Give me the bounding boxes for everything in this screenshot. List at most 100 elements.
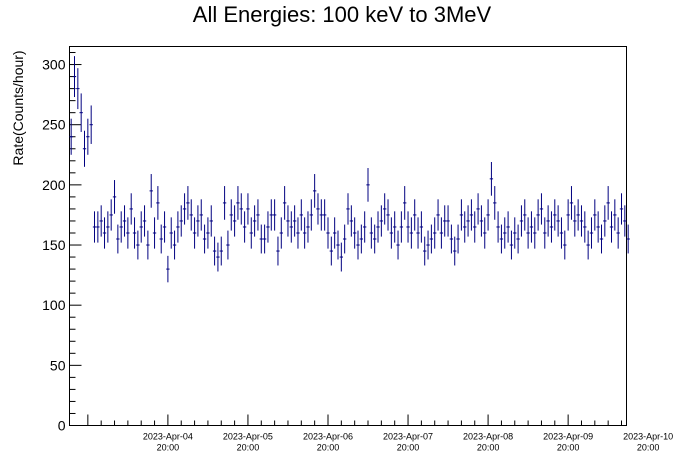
data-point <box>386 199 390 231</box>
data-point <box>296 217 300 249</box>
data-point <box>349 205 354 237</box>
data-point <box>419 211 424 243</box>
data-point <box>92 211 97 243</box>
y-tick-label: 0 <box>58 418 66 434</box>
y-tick-label: 150 <box>42 237 66 253</box>
data-point <box>583 211 587 243</box>
data-point <box>309 199 313 231</box>
data-point <box>222 186 227 220</box>
data-point <box>606 186 610 220</box>
data-point <box>506 211 510 243</box>
data-point <box>423 236 427 266</box>
data-point <box>563 230 567 260</box>
data-point <box>282 186 287 220</box>
data-point <box>319 199 323 231</box>
data-point <box>109 199 113 231</box>
data-point <box>373 224 377 254</box>
data-point <box>206 217 210 249</box>
data-point <box>196 205 200 237</box>
x-tick-time: 20:00 <box>477 443 500 453</box>
data-point <box>603 205 607 237</box>
data-point <box>396 230 400 260</box>
data-point <box>473 211 477 243</box>
data-point <box>609 211 614 243</box>
data-point <box>356 230 360 260</box>
data-point <box>543 217 547 249</box>
data-point <box>499 224 504 254</box>
data-point <box>529 211 534 243</box>
data-point <box>286 205 290 237</box>
data-point <box>623 205 627 237</box>
data-point <box>276 236 280 266</box>
data-point <box>536 199 540 231</box>
y-axis: 0 50 100 150 200 250 300 <box>42 52 82 434</box>
data-point <box>489 162 494 196</box>
data-point <box>359 224 364 254</box>
data-point <box>479 205 484 237</box>
data-point <box>122 205 127 237</box>
data-point <box>596 211 600 243</box>
data-point <box>316 193 320 225</box>
x-tick-date: 2023-Apr-10 <box>623 432 673 442</box>
data-point <box>189 199 193 231</box>
data-point <box>339 242 343 272</box>
x-tick-time: 20:00 <box>237 443 260 453</box>
data-point <box>436 199 440 231</box>
data-point <box>329 236 333 266</box>
data-point <box>169 217 173 249</box>
data-point <box>272 199 277 231</box>
data-point <box>546 205 550 237</box>
data-point <box>236 186 240 220</box>
data-point <box>533 217 537 249</box>
data-point <box>152 217 157 249</box>
data-point <box>156 186 160 220</box>
data-point <box>369 217 374 249</box>
data-point <box>409 217 414 249</box>
x-axis: 2023-Apr-0420:002023-Apr-0520:002023-Apr… <box>87 414 673 453</box>
y-tick-label: 200 <box>42 177 66 193</box>
chart-title: All Energies: 100 keV to 3MeV <box>193 2 492 27</box>
data-point <box>112 180 117 214</box>
data-point <box>269 199 273 231</box>
data-point <box>573 205 577 237</box>
data-point <box>599 224 604 254</box>
data-point <box>483 217 487 249</box>
data-point <box>126 217 130 249</box>
data-point <box>162 211 167 243</box>
data-point <box>449 224 454 254</box>
data-point <box>312 174 317 208</box>
data-point <box>416 217 420 249</box>
data-point <box>279 217 283 249</box>
data-point <box>69 118 73 155</box>
data-point <box>366 168 370 202</box>
data-point <box>443 205 447 237</box>
data-point <box>486 199 490 231</box>
data-point <box>476 193 480 225</box>
data-point <box>132 217 137 249</box>
data-point <box>212 236 217 266</box>
data-point <box>289 211 293 243</box>
data-point <box>86 118 90 155</box>
data-point <box>593 199 597 231</box>
data-point <box>259 224 263 254</box>
data-point <box>469 199 474 231</box>
x-tick-time: 20:00 <box>397 443 420 453</box>
data-point <box>463 211 467 243</box>
data-point <box>429 224 434 254</box>
data-point <box>503 217 507 249</box>
data-point <box>413 199 417 231</box>
x-tick-time: 20:00 <box>637 443 660 453</box>
data-point <box>496 211 500 243</box>
data-point <box>456 224 460 254</box>
data-point <box>102 217 107 249</box>
data-point <box>516 224 520 254</box>
y-tick-label: 250 <box>42 117 66 133</box>
data-point <box>306 211 310 243</box>
x-tick-time: 20:00 <box>557 443 580 453</box>
data-point <box>539 193 544 225</box>
data-point <box>399 211 404 243</box>
data-point <box>106 211 110 243</box>
data-point <box>292 205 297 237</box>
data-point <box>576 199 580 231</box>
data-point <box>129 193 133 225</box>
